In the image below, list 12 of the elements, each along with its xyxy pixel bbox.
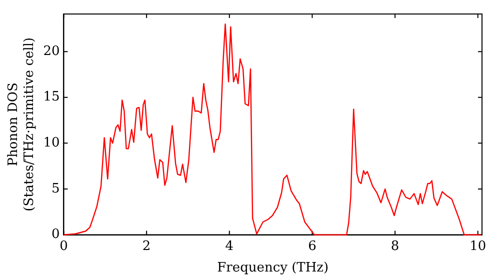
y-tick-label: 0: [51, 227, 60, 242]
y-axis-title: Phonon DOS (States/THz·primitive cell): [6, 37, 37, 212]
y-tick-label: 20: [43, 44, 60, 59]
x-tick-label: 2: [142, 238, 151, 254]
y-tick-label: 5: [51, 181, 60, 196]
x-tick-label: 10: [470, 238, 486, 254]
y-tick-label: 15: [43, 90, 60, 105]
x-axis-title: Frequency (THz): [217, 260, 329, 276]
x-tick-label: 6: [308, 238, 316, 254]
x-tick-label: 4: [225, 238, 234, 254]
y-tick-label: 10: [43, 136, 60, 151]
x-tick-label: 8: [390, 238, 400, 254]
